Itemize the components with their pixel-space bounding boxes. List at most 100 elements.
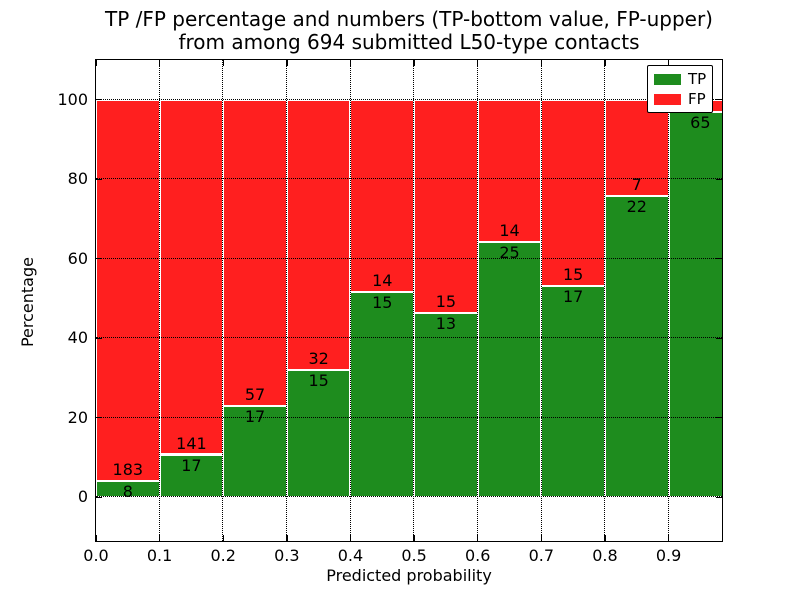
gridline-x [222, 60, 224, 541]
bar-label-tp: 22 [626, 196, 647, 216]
bar-label-tp: 17 [562, 287, 584, 307]
bar-label-fp: 57 [244, 384, 266, 404]
y-tick-mark [96, 496, 102, 498]
x-tick-mark [96, 535, 97, 541]
x-tick-mark [349, 535, 352, 541]
bar-segment-tp [668, 111, 722, 498]
bar-segment-tp [350, 291, 415, 498]
gridline-x [349, 60, 351, 541]
chart-title-line2: from among 694 submitted L50-type contac… [178, 30, 640, 54]
x-tick-label: 0.8 [592, 546, 618, 565]
x-tick-label: 0.3 [274, 546, 300, 565]
x-tick-mark [667, 60, 670, 66]
x-tick-mark [477, 535, 479, 541]
y-tick-mark [96, 178, 102, 180]
gridline-x [667, 60, 669, 541]
bar-segment-fp [223, 99, 287, 406]
y-tick-label: 0 [77, 487, 88, 507]
x-tick-mark [158, 535, 161, 541]
y-tick-mark [716, 496, 722, 498]
x-tick-mark [413, 535, 415, 541]
legend-swatch-tp [654, 73, 681, 85]
bar-segment-fp [541, 99, 605, 287]
x-tick-mark [413, 60, 415, 66]
legend-row: TP [654, 71, 706, 87]
gridline-y [96, 257, 722, 259]
y-tick-mark [96, 337, 102, 339]
x-tick-label: 0.7 [528, 546, 555, 565]
bar-label-tp: 15 [372, 292, 393, 312]
gridline-x [286, 60, 288, 541]
y-tick-mark [716, 417, 722, 419]
y-tick-label: 60 [67, 248, 88, 268]
bar-label-tp: 25 [499, 243, 520, 263]
legend-swatch-fp [654, 93, 681, 105]
bar-label-fp: 183 [112, 459, 144, 479]
x-tick-mark [286, 60, 288, 66]
x-tick-mark [477, 60, 479, 66]
x-tick-mark [222, 60, 224, 66]
chart-title-line1: TP /FP percentage and numbers (TP-bottom… [105, 7, 713, 31]
bar-segment-tp [159, 454, 224, 498]
y-tick-mark [96, 417, 102, 419]
x-tick-mark [158, 60, 161, 66]
bar-segment-fp [414, 99, 478, 313]
x-tick-label: 0.4 [337, 546, 364, 565]
gridline-x [604, 60, 606, 541]
bar-segment-fp [159, 99, 224, 455]
y-tick-mark [96, 99, 102, 101]
x-tick-mark [96, 60, 97, 66]
x-tick-label: 0.1 [146, 546, 173, 565]
y-tick-label: 100 [57, 89, 88, 109]
gridline-y [96, 416, 722, 418]
bar-segment-fp [477, 99, 542, 243]
bar-label-tp: 17 [181, 455, 202, 475]
bar-segment-tp [604, 195, 669, 498]
gridline-x [540, 60, 542, 541]
legend-label-fp: FP [688, 90, 706, 108]
y-tick-mark [96, 258, 102, 260]
x-tick-mark [349, 60, 352, 66]
bar-segment-fp [350, 99, 415, 292]
bar-label-fp: 14 [499, 221, 520, 241]
y-tick-mark [716, 178, 722, 180]
y-tick-mark [716, 258, 722, 260]
bar-segment-fp [286, 99, 351, 371]
bar-label-fp: 141 [176, 433, 207, 453]
bar-label-tp: 8 [122, 481, 133, 501]
gridline-y [96, 98, 722, 100]
x-tick-label: 0.0 [83, 546, 109, 565]
bar-label-fp: 32 [308, 349, 329, 369]
x-tick-label: 0.5 [401, 546, 427, 565]
x-tick-mark [540, 535, 542, 541]
x-tick-mark [667, 535, 670, 541]
bar-segment-tp [541, 286, 605, 498]
bar-label-tp: 13 [435, 313, 457, 333]
bar-segment-fp [96, 99, 160, 481]
y-tick-label: 20 [67, 407, 88, 427]
bar-label-tp: 17 [244, 406, 266, 426]
x-tick-mark [540, 60, 542, 66]
gridline-y [96, 337, 722, 339]
legend-row: FP [654, 91, 706, 107]
bar-label-tp: 15 [308, 371, 329, 391]
gridline-y [96, 496, 722, 498]
bar-segment-tp [414, 312, 478, 498]
bar-segment-tp [286, 370, 351, 498]
bar-label-tp: 65 [690, 112, 711, 132]
bar-label-fp: 14 [372, 270, 393, 290]
y-axis-label: Percentage [18, 257, 37, 348]
y-tick-mark [716, 337, 722, 339]
y-tick-label: 40 [67, 328, 88, 348]
gridline-y [96, 178, 722, 180]
x-axis-label: Predicted probability [326, 566, 492, 585]
legend-label-tp: TP [688, 70, 707, 88]
legend: TP FP [647, 65, 713, 113]
bar-label-fp: 15 [562, 265, 584, 285]
chart-title: TP /FP percentage and numbers (TP-bottom… [96, 8, 722, 54]
x-tick-label: 0.9 [655, 546, 682, 565]
bar-segment-fp [604, 99, 669, 196]
y-tick-mark [716, 99, 722, 101]
x-tick-mark [604, 60, 606, 66]
